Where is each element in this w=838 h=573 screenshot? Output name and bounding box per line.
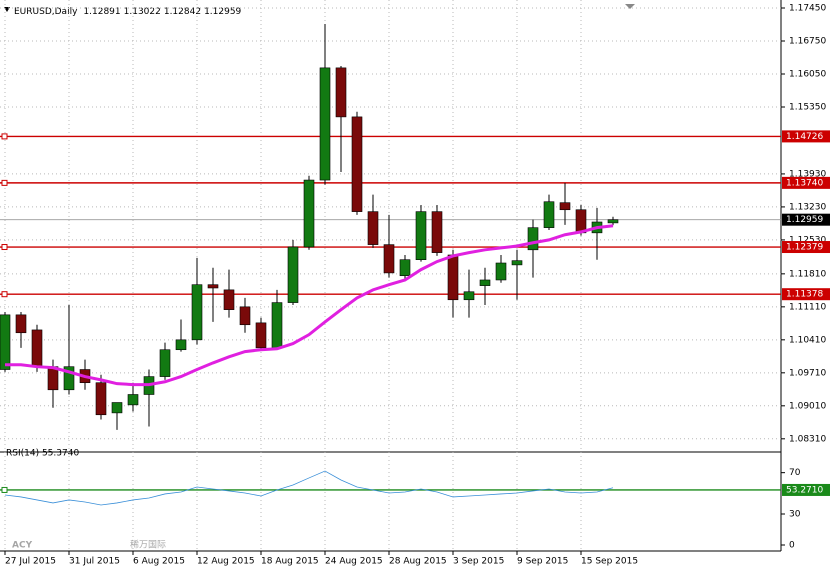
candle-body	[559, 202, 571, 211]
moving-average	[5, 224, 614, 387]
level-box	[782, 288, 830, 301]
level-handle	[1, 133, 8, 140]
ohlc-high: 1.13022	[124, 7, 161, 17]
level-label: 1.13740	[786, 178, 823, 188]
rsi-level-box	[782, 483, 830, 496]
current-price-box	[782, 213, 830, 226]
y-tick-label: 1.08310	[789, 434, 826, 444]
candle-body	[399, 259, 411, 277]
candle-body	[63, 366, 75, 391]
x-tick-label: 12 Aug 2015	[197, 557, 255, 567]
y-tick-label: 1.16050	[789, 69, 826, 79]
x-tick-label: 18 Aug 2015	[261, 557, 319, 567]
candle-body	[383, 244, 395, 274]
level-label: 1.11378	[786, 290, 823, 300]
level-handle	[1, 244, 8, 251]
candle-body	[447, 254, 459, 301]
candle-body	[575, 209, 587, 234]
chart-title: EURUSD,Daily 1.12891 1.13022 1.12842 1.12959	[14, 7, 242, 17]
candle-body	[15, 314, 27, 334]
candle-body	[367, 211, 379, 245]
y-tick-label: 1.13230	[789, 202, 826, 212]
candle-body	[207, 284, 219, 289]
candle-body	[127, 394, 139, 406]
candle-body	[175, 339, 187, 351]
level-box	[782, 176, 830, 189]
symbol: EURUSD,Daily	[14, 7, 78, 17]
y-tick-label: 1.11810	[789, 269, 826, 279]
candle-body	[95, 382, 107, 416]
watermark-logo: ACY	[12, 541, 33, 551]
level-handle	[1, 179, 8, 186]
ohlc-open: 1.12891	[83, 7, 120, 17]
y-tick-label: 1.15350	[789, 102, 826, 112]
candle-body	[111, 402, 123, 414]
candle-body	[271, 302, 283, 349]
y-tick-label: 70	[789, 468, 801, 478]
level-handle	[1, 486, 8, 493]
y-tick-label: 30	[789, 510, 801, 520]
ohlc-low: 1.12842	[164, 7, 201, 17]
y-tick-label: 1.11110	[789, 302, 826, 312]
candle-body	[47, 366, 59, 391]
x-tick-label: 31 Jul 2015	[69, 557, 120, 567]
candle-body	[159, 349, 171, 377]
rsi-line	[4, 470, 614, 506]
candle-body	[319, 67, 331, 181]
candle-body	[335, 67, 347, 118]
y-tick-label: 1.10410	[789, 335, 826, 345]
x-tick-label: 3 Sep 2015	[453, 557, 504, 567]
candle-body	[511, 260, 523, 266]
candle-body	[287, 246, 299, 303]
x-tick-label: 6 Aug 2015	[133, 557, 185, 567]
level-handle	[1, 291, 8, 298]
candle-body	[0, 314, 11, 370]
candle-body	[479, 279, 491, 286]
y-tick-label: 1.13930	[789, 169, 826, 179]
y-tick-label: 1.09010	[789, 401, 826, 411]
candle-body	[31, 329, 43, 367]
y-tick-label: 1.16750	[789, 37, 826, 47]
x-tick-label: 15 Sep 2015	[581, 557, 638, 567]
y-tick-label: 1.09710	[789, 368, 826, 378]
candle-body	[351, 116, 363, 212]
current-price-label: 1.12959	[786, 215, 823, 225]
candle-body	[431, 211, 443, 253]
level-label: 1.12379	[786, 243, 823, 253]
candle-body	[495, 262, 507, 281]
x-tick-label: 9 Sep 2015	[517, 557, 568, 567]
y-tick-label: 1.17450	[789, 4, 826, 14]
scroll-marker	[625, 4, 635, 9]
candle-body	[543, 201, 555, 228]
x-tick-label: 27 Jul 2015	[5, 557, 56, 567]
level-box	[782, 241, 830, 254]
level-label: 1.14726	[786, 132, 823, 142]
rsi-title: RSI(14) 55.3740	[6, 449, 79, 459]
candle-body	[607, 219, 619, 224]
candle-body	[463, 291, 475, 301]
y-tick-label: 0	[789, 541, 795, 551]
rsi-level-label: 53.2710	[786, 485, 823, 495]
candle-body	[415, 211, 427, 260]
x-tick-label: 24 Aug 2015	[325, 557, 383, 567]
candle-body	[239, 306, 251, 326]
candle-body	[223, 289, 235, 310]
watermark: ACY 稀万国际	[12, 539, 166, 551]
x-tick-label: 28 Aug 2015	[389, 557, 447, 567]
level-box	[782, 130, 830, 143]
ohlc-close: 1.12959	[204, 7, 241, 17]
candle-body	[191, 284, 203, 341]
y-tick-label: 1.12530	[789, 235, 826, 245]
candle-body	[303, 179, 315, 248]
candle-body	[255, 322, 267, 349]
watermark-text: 稀万国际	[130, 539, 166, 551]
candle-body	[527, 227, 539, 251]
